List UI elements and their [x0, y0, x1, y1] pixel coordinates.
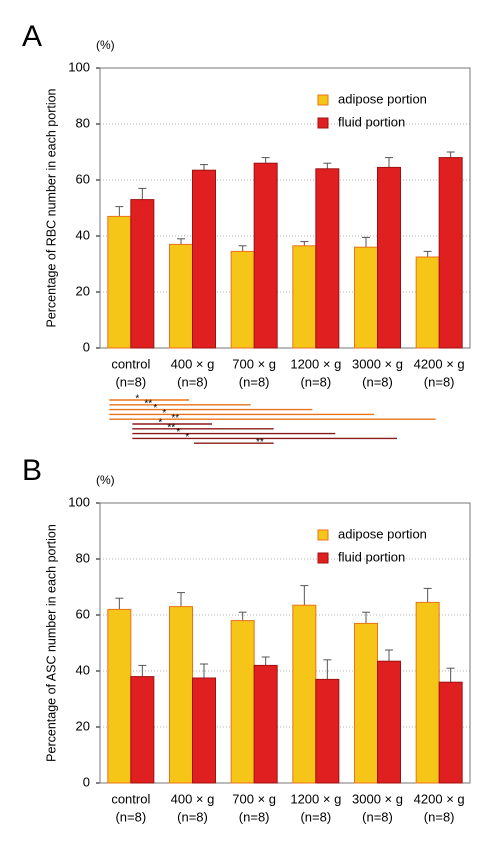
- significance-label: **: [144, 398, 152, 409]
- x-tick-note: (n=8): [239, 809, 270, 824]
- x-tick-note: (n=8): [424, 374, 455, 389]
- significance-label: *: [176, 427, 180, 438]
- plot-frame: [99, 67, 471, 349]
- unit-label: (%): [96, 38, 115, 52]
- bar: [354, 246, 378, 349]
- legend-label: fluid portion: [338, 549, 405, 564]
- y-tick-label: 100: [68, 494, 90, 509]
- x-tick-note: (n=8): [300, 809, 331, 824]
- x-tick-label: control: [111, 791, 150, 806]
- panel-label: A: [22, 20, 42, 53]
- x-tick-note: (n=8): [424, 809, 455, 824]
- significance-label: *: [153, 403, 157, 414]
- bar: [315, 678, 340, 784]
- x-tick-note: (n=8): [362, 809, 393, 824]
- y-tick-label: 0: [83, 339, 90, 354]
- legend-swatch: [317, 117, 329, 129]
- x-tick-note: (n=8): [177, 374, 208, 389]
- significance-label: **: [171, 413, 179, 424]
- significance-label: *: [135, 394, 139, 405]
- y-tick-label: 20: [76, 283, 90, 298]
- bar: [438, 157, 463, 349]
- significance-label: *: [185, 432, 189, 443]
- significance-label: *: [158, 418, 162, 429]
- significance-label: *: [162, 408, 166, 419]
- legend-swatch: [317, 529, 329, 541]
- y-tick-label: 20: [76, 718, 90, 733]
- bar: [107, 608, 132, 784]
- significance-label: **: [167, 422, 175, 433]
- bar: [107, 215, 132, 349]
- bar: [415, 256, 440, 349]
- bar: [292, 604, 317, 784]
- bar: [169, 243, 193, 349]
- bar: [130, 676, 155, 784]
- x-tick-label: 4200 × g: [414, 791, 465, 806]
- bar: [377, 166, 401, 349]
- bar: [192, 677, 216, 784]
- bar: [377, 660, 401, 784]
- bar: [354, 622, 378, 784]
- legend-swatch: [317, 552, 329, 564]
- legend-label: adipose portion: [338, 526, 427, 541]
- significance-label: **: [256, 437, 264, 448]
- x-tick-label: 1200 × g: [290, 356, 341, 371]
- y-tick-label: 60: [76, 171, 90, 186]
- bar: [315, 168, 340, 349]
- x-tick-note: (n=8): [300, 374, 331, 389]
- bar: [169, 606, 193, 784]
- y-axis-label: Percentage of RBC number in each portion: [44, 88, 58, 327]
- x-tick-label: 700 × g: [232, 356, 276, 371]
- x-tick-note: (n=8): [177, 809, 208, 824]
- y-tick-label: 100: [68, 59, 90, 74]
- bar: [230, 620, 255, 784]
- x-tick-label: 1200 × g: [290, 791, 341, 806]
- x-tick-label: 3000 × g: [352, 791, 403, 806]
- y-tick-label: 40: [76, 662, 90, 677]
- bar: [415, 601, 440, 784]
- y-tick-label: 40: [76, 227, 90, 242]
- panel-label: B: [22, 454, 42, 487]
- x-tick-note: (n=8): [239, 374, 270, 389]
- bar: [292, 245, 317, 349]
- x-tick-note: (n=8): [362, 374, 393, 389]
- bar: [253, 162, 278, 349]
- y-tick-label: 0: [83, 774, 90, 789]
- x-tick-label: 4200 × g: [414, 356, 465, 371]
- x-tick-note: (n=8): [115, 809, 146, 824]
- x-tick-label: 400 × g: [171, 791, 215, 806]
- bar: [230, 250, 255, 349]
- plot-frame: [99, 502, 471, 784]
- x-tick-label: 400 × g: [171, 356, 215, 371]
- x-tick-label: control: [111, 356, 150, 371]
- x-tick-label: 3000 × g: [352, 356, 403, 371]
- bar: [130, 199, 155, 349]
- x-tick-note: (n=8): [115, 374, 146, 389]
- bar: [438, 681, 463, 784]
- legend-swatch: [317, 94, 329, 106]
- unit-label: (%): [96, 473, 115, 487]
- bar: [192, 169, 216, 349]
- bar: [253, 664, 278, 784]
- y-tick-label: 80: [76, 115, 90, 130]
- x-tick-label: 700 × g: [232, 791, 276, 806]
- legend-label: fluid portion: [338, 114, 405, 129]
- y-axis-label: Percentage of ASC number in each portion: [44, 524, 58, 762]
- legend-label: adipose portion: [338, 91, 427, 106]
- y-tick-label: 80: [76, 550, 90, 565]
- y-tick-label: 60: [76, 606, 90, 621]
